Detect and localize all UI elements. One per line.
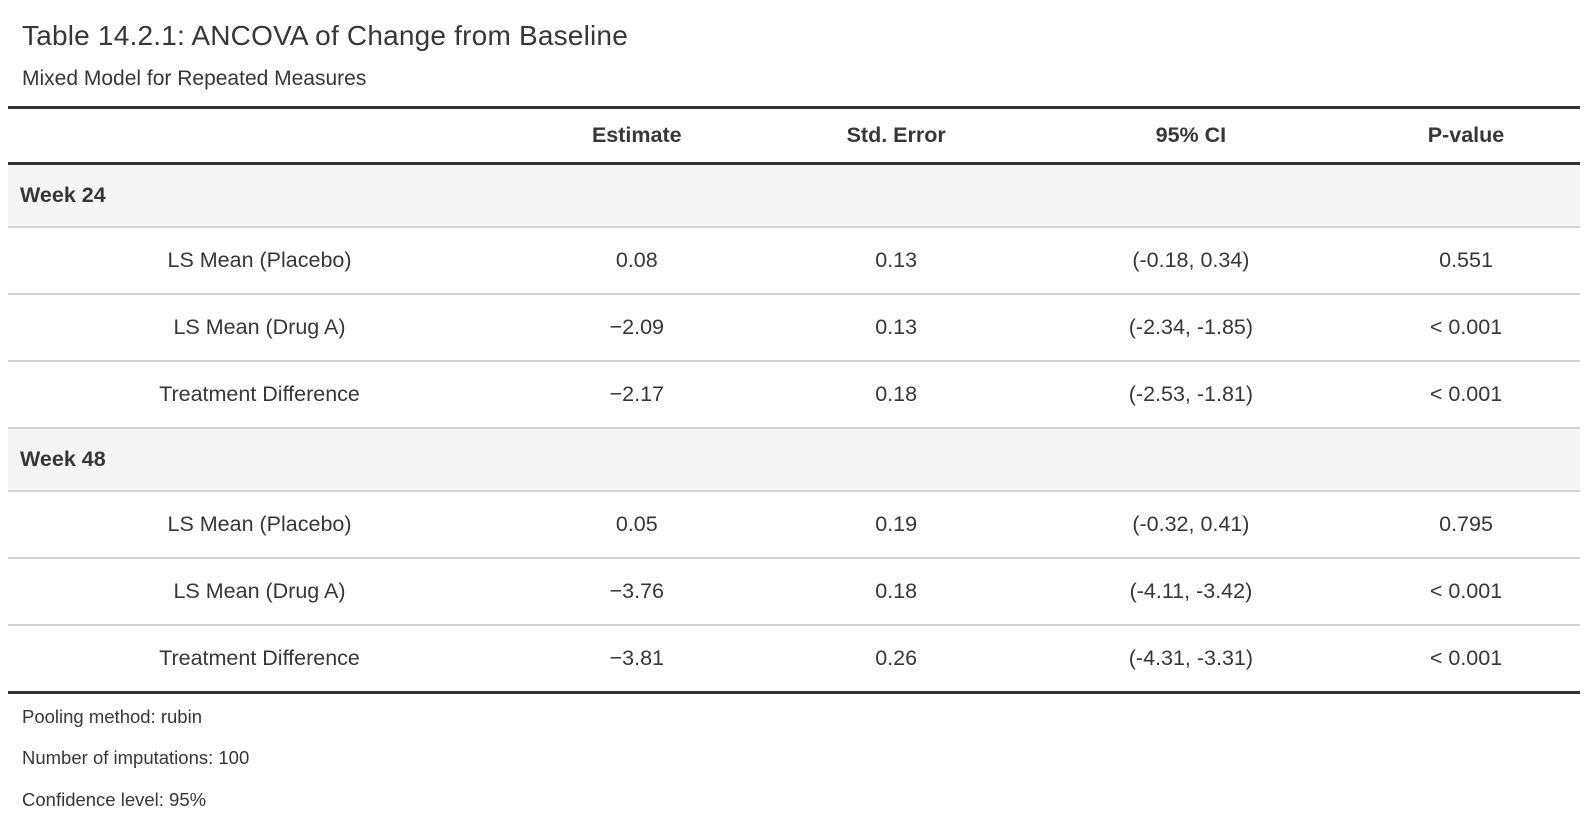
std-error-cell: 0.26 xyxy=(762,625,1030,693)
ci-cell: (-0.18, 0.34) xyxy=(1029,227,1353,295)
std-error-cell: 0.13 xyxy=(762,227,1030,295)
row-label: LS Mean (Drug A) xyxy=(8,294,512,362)
p-value-cell: 0.795 xyxy=(1352,491,1580,559)
std-error-cell: 0.13 xyxy=(762,294,1030,362)
table-row: LS Mean (Drug A) −2.09 0.13 (-2.34, -1.8… xyxy=(8,294,1580,362)
estimate-cell: −2.17 xyxy=(511,361,763,429)
table-subtitle: Mixed Model for Repeated Measures xyxy=(22,67,367,90)
estimate-cell: −3.81 xyxy=(511,625,763,693)
footnote-confidence-level: Confidence level: 95% xyxy=(22,788,207,810)
estimate-cell: 0.08 xyxy=(511,227,763,295)
ci-cell: (-4.11, -3.42) xyxy=(1029,558,1353,626)
group-row-week-24: Week 24 xyxy=(8,163,1580,228)
group-label: Week 48 xyxy=(8,428,1580,492)
table-row: Treatment Difference −3.81 0.26 (-4.31, … xyxy=(8,625,1580,693)
estimate-cell: 0.05 xyxy=(511,491,763,559)
row-label: LS Mean (Drug A) xyxy=(8,558,512,626)
p-value-cell: < 0.001 xyxy=(1352,625,1580,693)
column-header-std-error: Std. Error xyxy=(762,107,1030,164)
estimate-cell: −2.09 xyxy=(511,294,763,362)
table-header: Estimate Std. Error 95% CI P-value xyxy=(8,107,1580,164)
std-error-cell: 0.18 xyxy=(762,361,1030,429)
table-row: LS Mean (Drug A) −3.76 0.18 (-4.11, -3.4… xyxy=(8,558,1580,626)
table-footnotes: Pooling method: rubin Number of imputati… xyxy=(8,694,1580,811)
table-row: Treatment Difference −2.17 0.18 (-2.53, … xyxy=(8,361,1580,429)
estimate-cell: −3.76 xyxy=(511,558,763,626)
table-row: LS Mean (Placebo) 0.08 0.13 (-0.18, 0.34… xyxy=(8,227,1580,295)
p-value-cell: < 0.001 xyxy=(1352,294,1580,362)
row-label: Treatment Difference xyxy=(8,361,512,429)
table-row: LS Mean (Placebo) 0.05 0.19 (-0.32, 0.41… xyxy=(8,491,1580,559)
row-label: Treatment Difference xyxy=(8,625,512,693)
ci-cell: (-2.34, -1.85) xyxy=(1029,294,1353,362)
footnote-number-of-imputations: Number of imputations: 100 xyxy=(22,747,250,769)
std-error-cell: 0.18 xyxy=(762,558,1030,626)
column-header-p-value: P-value xyxy=(1352,107,1580,164)
p-value-cell: < 0.001 xyxy=(1352,558,1580,626)
header-row: Estimate Std. Error 95% CI P-value xyxy=(8,107,1580,164)
std-error-cell: 0.19 xyxy=(762,491,1030,559)
p-value-cell: < 0.001 xyxy=(1352,361,1580,429)
group-label: Week 24 xyxy=(8,163,1580,228)
ci-cell: (-2.53, -1.81) xyxy=(1029,361,1353,429)
table-title: Table 14.2.1: ANCOVA of Change from Base… xyxy=(22,20,628,51)
table-body: Week 24 LS Mean (Placebo) 0.08 0.13 (-0.… xyxy=(8,163,1580,693)
ancova-results-table: Estimate Std. Error 95% CI P-value Week … xyxy=(8,106,1580,695)
group-row-week-48: Week 48 xyxy=(8,428,1580,492)
footnote-pooling-method: Pooling method: rubin xyxy=(22,706,202,728)
ci-cell: (-4.31, -3.31) xyxy=(1029,625,1353,693)
row-label: LS Mean (Placebo) xyxy=(8,227,512,295)
column-header-stub xyxy=(8,107,512,164)
ci-cell: (-0.32, 0.41) xyxy=(1029,491,1353,559)
table-heading: Table 14.2.1: ANCOVA of Change from Base… xyxy=(8,18,1580,91)
column-header-estimate: Estimate xyxy=(511,107,763,164)
p-value-cell: 0.551 xyxy=(1352,227,1580,295)
row-label: LS Mean (Placebo) xyxy=(8,491,512,559)
column-header-95-ci: 95% CI xyxy=(1029,107,1353,164)
